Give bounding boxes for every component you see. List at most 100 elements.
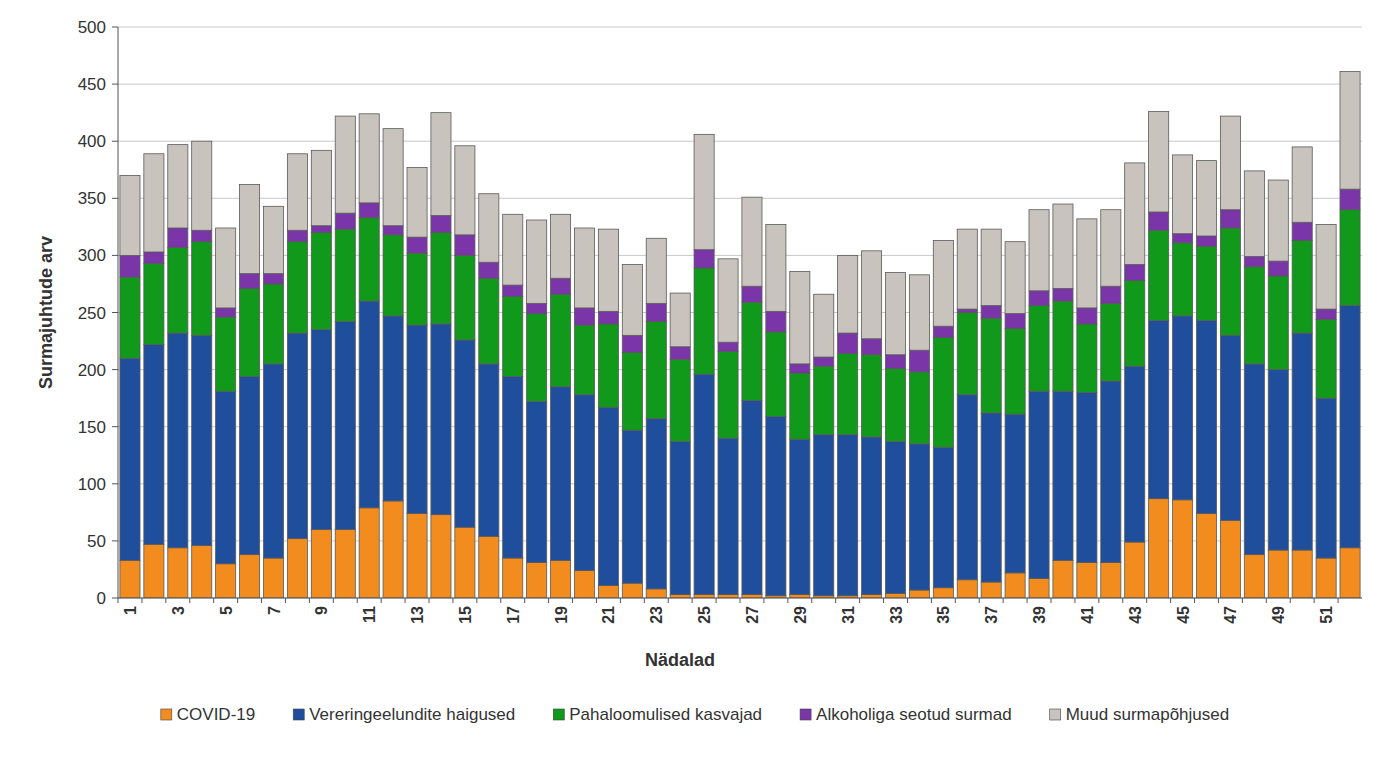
bar-segment [1053,204,1073,289]
bar-segment [144,252,164,263]
bar-segment [216,564,236,598]
x-tick [931,598,932,603]
x-tick [237,598,238,603]
bar-segment [431,324,451,515]
bar-segment [1196,246,1216,320]
bar-segment [335,229,355,322]
y-tick [112,84,118,85]
bar-segment [120,255,140,277]
x-tick [1027,598,1028,603]
bar-segment [862,339,882,355]
y-tick-label: 100 [78,475,106,494]
x-tick [716,598,717,603]
bar-segment [885,442,905,594]
bar-segment [909,372,929,444]
bar-segment [981,306,1001,319]
x-tick [118,598,119,603]
bar-segment [885,593,905,598]
y-tick [112,255,118,256]
bar-segment [1005,573,1025,598]
bar-segment [742,400,762,594]
y-tick-label: 400 [78,132,106,151]
bar-segment [216,391,236,563]
bar-segment [120,175,140,255]
bar-segment [598,311,618,324]
bar-segment [144,544,164,598]
bar-segment [1077,308,1097,324]
bar-segment [407,513,427,598]
bar-segment [981,318,1001,413]
bar-segment [1268,261,1288,276]
x-tick-label: 31 [840,606,857,624]
x-tick-label: 7 [266,606,283,615]
bar-segment [1173,155,1193,234]
y-tick-label: 500 [78,18,106,37]
bar-segment [407,237,427,253]
bar-segment [1244,555,1264,598]
bar-segment [311,529,331,598]
x-tick-label: 47 [1222,606,1239,624]
x-tick [1074,598,1075,603]
chart: 0501001502002503003504004505001357911131… [0,0,1390,757]
x-tick-label: 33 [888,606,905,624]
legend-label: Alkoholiga seotud surmad [816,705,1012,724]
bar-segment [1244,364,1264,555]
bar-segment [479,278,499,364]
bar-segment [957,229,977,309]
bar-segment [1029,291,1049,306]
bar-segment [1316,398,1336,558]
bar-segment [862,251,882,339]
x-tick [1314,598,1315,603]
bar-segment [646,238,666,303]
bar-segment [622,352,642,430]
bar-segment [192,335,212,545]
bar-segment [574,308,594,325]
bar-segment [1029,579,1049,598]
bar-segment [646,303,666,321]
x-tick-label: 21 [600,606,617,624]
x-tick [907,598,908,603]
x-tick [524,598,525,603]
bar-segment [383,501,403,598]
bar-segment [551,278,571,294]
bar-segment [240,376,260,554]
bar-segment [1220,116,1240,210]
x-tick [381,598,382,603]
x-tick [333,598,334,603]
bar-segment [1244,171,1264,257]
bar-segment [933,588,953,598]
bar-segment [1292,241,1312,334]
bar-segment [551,387,571,561]
bar-segment [1292,550,1312,598]
bar-segment [359,508,379,598]
bar-segment [1101,563,1121,598]
bar-segment [1196,236,1216,246]
bar-segment [551,214,571,278]
bar-segment [192,242,212,336]
bar-segment [240,274,260,289]
bar-segment [742,197,762,286]
bar-segment [1077,563,1097,598]
bar-segment [742,302,762,400]
x-tick [213,598,214,603]
bar-segment [574,228,594,308]
grid-line [118,27,1362,28]
bar-segment [168,548,188,598]
legend-swatch [553,709,564,720]
bar-segment [527,314,547,402]
bar-segment [168,247,188,333]
bar-segment [766,416,786,595]
bar-segment [622,335,642,352]
legend-swatch [800,709,811,720]
bar-segment [1053,560,1073,598]
legend: COVID-19Vereringeelundite haigusedPahalo… [161,705,1229,724]
bar-segment [957,395,977,580]
bar-segment [479,262,499,278]
bar-segment [263,206,283,273]
bar-segment [1125,265,1145,281]
y-tick-label: 200 [78,361,106,380]
x-tick [1338,598,1339,603]
bar-segment [1316,319,1336,398]
bar-segment [1292,147,1312,222]
bar-segment [742,286,762,302]
